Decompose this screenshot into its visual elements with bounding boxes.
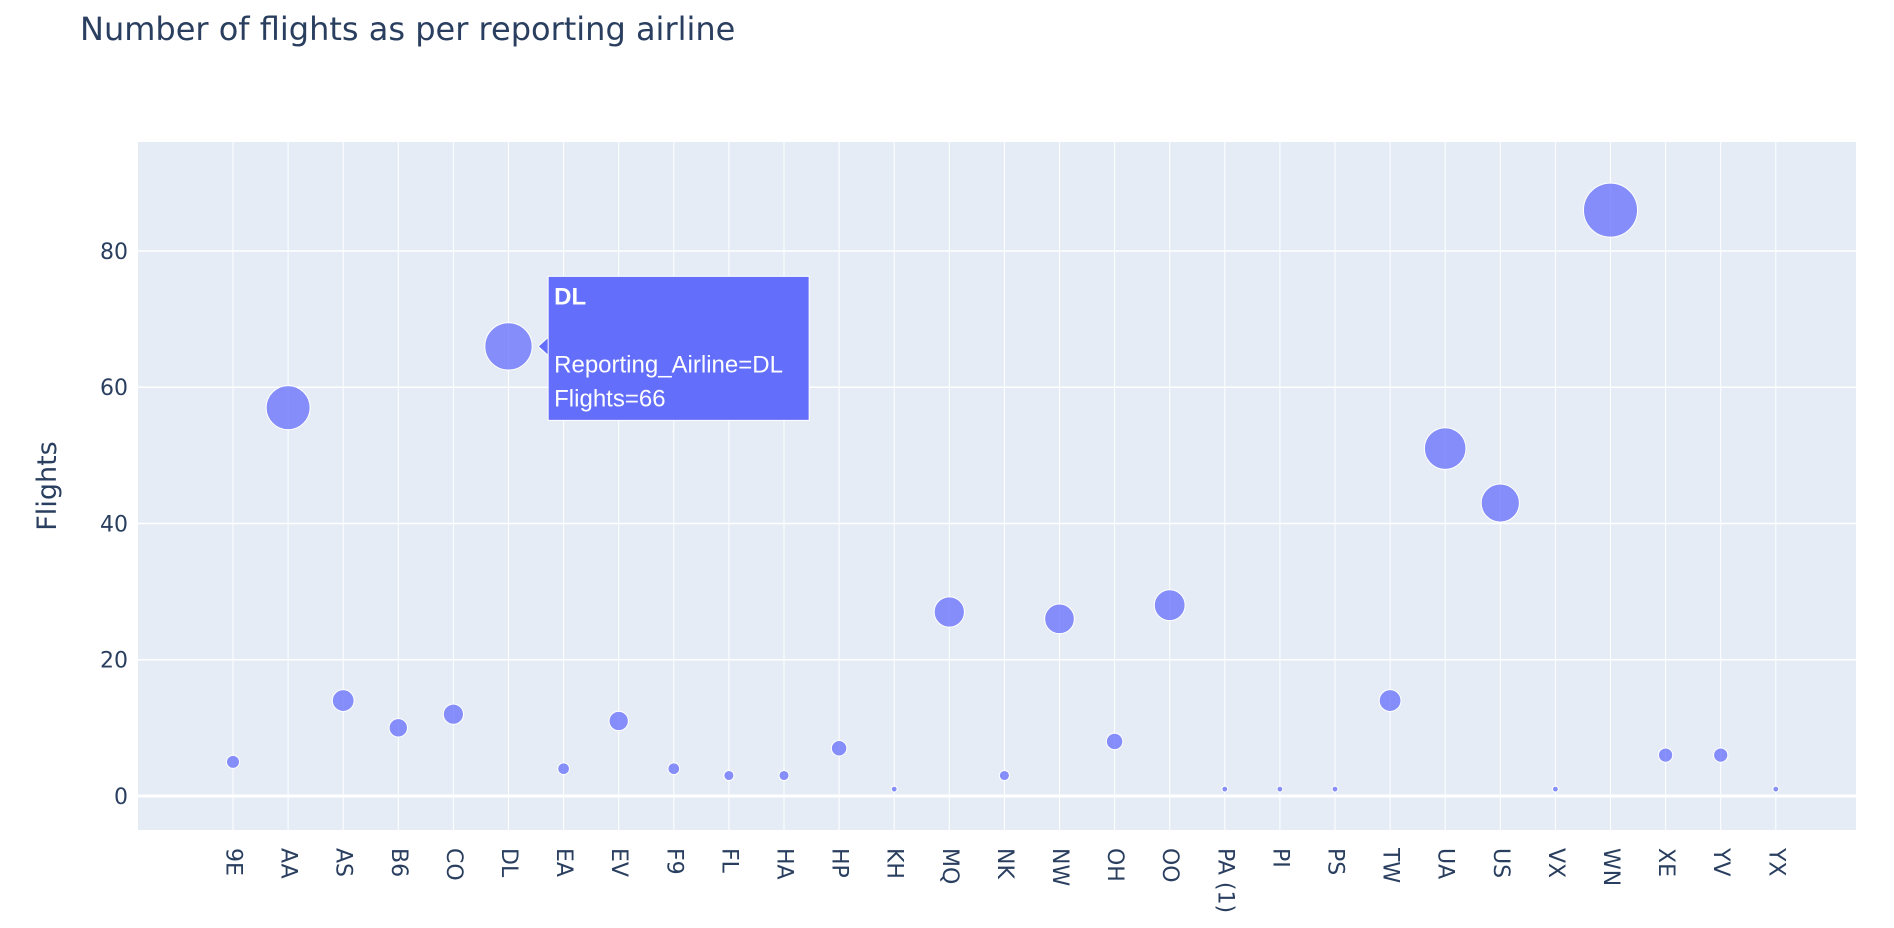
tooltip-line-airline: Reporting_Airline=DL — [554, 351, 783, 378]
bubble-ev[interactable] — [608, 710, 629, 732]
hover-tooltip: DL Reporting_Airline=DL Flights=66 — [537, 275, 810, 421]
tooltip-title: DL — [554, 283, 586, 310]
x-tick-label: PS — [1323, 848, 1348, 875]
x-tick-label: YX — [1763, 847, 1788, 877]
x-tick-label: F9 — [661, 848, 686, 875]
tooltip-line-flights: Flights=66 — [554, 385, 665, 412]
bubble-dl[interactable] — [484, 322, 533, 371]
bubble-fl[interactable] — [723, 769, 735, 782]
x-tick-label: OO — [1157, 848, 1182, 883]
bubble-vx[interactable] — [1551, 785, 1559, 793]
x-tick-label: YV — [1708, 847, 1733, 877]
x-tick-label: NW — [1047, 848, 1072, 886]
bubble-as[interactable] — [331, 689, 355, 712]
bubble-nk[interactable] — [998, 769, 1010, 782]
y-tick-label: 0 — [114, 785, 128, 810]
bubble-ea[interactable] — [557, 762, 570, 776]
x-tick-label: NK — [992, 848, 1017, 879]
y-tick-label: 20 — [100, 649, 128, 674]
bubble-ua[interactable] — [1423, 427, 1467, 470]
bubble-pa-1[interactable] — [1221, 785, 1229, 793]
x-tick-label: TW — [1378, 847, 1403, 883]
x-tick-label: CO — [441, 848, 466, 881]
x-tick-label: UA — [1433, 848, 1458, 879]
bubble-tw[interactable] — [1378, 689, 1402, 712]
x-tick-label: AA — [276, 848, 301, 879]
bubble-pi[interactable] — [1276, 785, 1284, 793]
bubble-mq[interactable] — [933, 596, 965, 628]
x-tick-label: B6 — [386, 848, 411, 877]
bubble-hp[interactable] — [830, 740, 848, 757]
tooltip-box — [547, 275, 810, 421]
y-tick-label: 40 — [100, 512, 128, 537]
bubble-yv[interactable] — [1713, 747, 1729, 763]
chart-title: Number of flights as per reporting airli… — [80, 10, 735, 48]
bubble-f9[interactable] — [667, 762, 681, 776]
bubble-kh[interactable] — [890, 785, 898, 793]
x-tick-label: VX — [1543, 848, 1568, 878]
x-tick-label: PI — [1267, 848, 1292, 868]
x-tick-label: MQ — [937, 848, 962, 884]
x-tick-label: US — [1488, 848, 1513, 878]
bubble-9e[interactable] — [225, 754, 241, 769]
bubble-b6[interactable] — [388, 718, 409, 738]
x-tick-label: DL — [496, 848, 521, 878]
x-axis-ticks: 9E AA AS B6 CO DL EA EV F9 FL HA HP KH MQ NK NW OH OO PA (… — [221, 847, 1789, 913]
x-tick-label: OH — [1102, 848, 1127, 882]
x-tick-label: EV — [606, 848, 631, 877]
bubble-us[interactable] — [1480, 483, 1520, 523]
x-tick-label: HA — [772, 848, 797, 880]
bubble-ps[interactable] — [1331, 785, 1339, 793]
data-points[interactable] — [225, 182, 1780, 793]
bubble-oh[interactable] — [1105, 732, 1124, 751]
y-axis-label: Flights — [32, 441, 63, 530]
x-tick-label: FL — [716, 848, 741, 874]
x-tick-label: WN — [1598, 848, 1623, 886]
bubble-nw[interactable] — [1044, 603, 1075, 635]
x-tick-label: HP — [827, 848, 852, 878]
bubble-wn[interactable] — [1583, 182, 1638, 238]
bubble-oo[interactable] — [1153, 589, 1186, 622]
y-tick-label: 60 — [100, 376, 128, 401]
bubble-yx[interactable] — [1772, 785, 1780, 793]
bubble-ha[interactable] — [778, 769, 790, 782]
x-tick-label: AS — [331, 848, 356, 877]
x-tick-label: PA (1) — [1212, 848, 1237, 913]
gridlines — [138, 142, 1856, 830]
bubble-aa[interactable] — [265, 385, 311, 431]
x-tick-label: EA — [551, 848, 576, 877]
bubble-co[interactable] — [442, 703, 464, 725]
x-tick-label: XE — [1653, 848, 1678, 877]
y-axis-ticks: 0 20 40 60 80 — [100, 240, 128, 810]
x-tick-label: KH — [882, 848, 907, 879]
x-tick-label: 9E — [221, 848, 246, 876]
bubble-xe[interactable] — [1657, 747, 1674, 763]
plot-area — [138, 142, 1856, 830]
y-tick-label: 80 — [100, 240, 128, 265]
